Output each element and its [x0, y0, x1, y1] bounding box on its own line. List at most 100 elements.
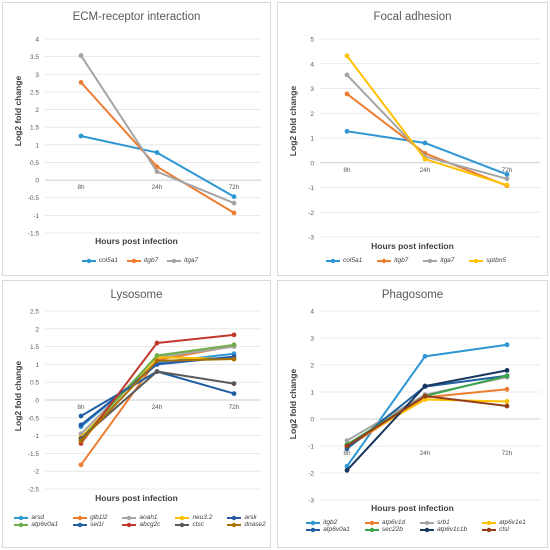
series-line-ctsl	[346, 395, 508, 447]
legend-item: arsd	[13, 514, 58, 521]
y-tick-label: 2	[35, 107, 39, 114]
data-point-col5a1	[422, 140, 428, 146]
data-point-sel1l	[78, 413, 84, 419]
legend-item: glb1l2	[72, 514, 107, 521]
legend-item: itga7	[166, 257, 198, 264]
data-point-abcg2c	[231, 332, 237, 338]
y-tick-label: 2	[35, 326, 39, 333]
y-tick-label: -1.5	[28, 451, 40, 458]
legend-label: atp6v0a1	[323, 526, 350, 533]
legend-label: col5a1	[98, 257, 118, 264]
data-point-arsk	[78, 422, 84, 428]
plot-svg: -3 -2 -1 0 1 2 3 4 5 8h 24h 72h	[308, 37, 540, 242]
x-tick-label: 72h	[229, 404, 240, 411]
y-tick-label: 5	[310, 37, 314, 44]
plot-svg: -2.5 -2 -1.5 -1 -0.5 0 0.5 1 1.5 2 2.5 8h 24h 72h	[28, 309, 261, 494]
data-point-itgb7	[344, 91, 350, 97]
x-tick-label: 8h	[77, 184, 85, 191]
legend-swatch-marker	[127, 515, 132, 520]
y-tick-label: 4	[310, 61, 314, 68]
y-tick-label: -1	[33, 213, 39, 220]
y-tick-label: 0	[310, 417, 314, 424]
legend-label: itgb2	[323, 519, 338, 526]
data-point-ctsl	[422, 393, 428, 399]
legend-swatch	[377, 258, 392, 263]
legend-swatch	[14, 515, 29, 520]
y-tick-label: -3	[308, 498, 314, 505]
data-point-glb1l2	[78, 462, 84, 468]
legend-swatch-marker	[310, 527, 316, 532]
y-tick-label: 3	[310, 336, 314, 343]
legend-swatch	[81, 258, 96, 263]
x-axis-label: Hours post infection	[95, 236, 178, 246]
data-point-atp6v1e1	[422, 397, 428, 402]
data-point-ctsc	[231, 381, 237, 387]
data-point-dnase2	[78, 438, 84, 444]
legend-label: col5a1	[343, 257, 363, 264]
y-tick-label: -0.5	[28, 415, 40, 422]
data-point-atp6v1e1	[504, 399, 510, 404]
legend-grid: col5a1 itgb7 itga7 sptbn5	[321, 257, 510, 264]
legend-swatch	[469, 258, 484, 263]
chart-panel-ecm: ECM-receptor interaction Log2 fold chang…	[2, 2, 271, 276]
legend-label: itga7	[184, 257, 199, 264]
legend-swatch-marker	[232, 522, 237, 527]
legend-item: arsk	[226, 514, 265, 521]
x-tick-label: 24h	[420, 450, 431, 457]
legend: col5a1 itgb7 itga7	[13, 257, 266, 264]
legend-label: sptbn5	[486, 257, 506, 264]
data-point-itga7	[231, 200, 237, 206]
data-point-itgb2	[504, 342, 510, 348]
data-point-col5a1	[504, 171, 510, 177]
legend-item: atp6v1c1b	[419, 526, 467, 533]
legend-swatch	[423, 258, 438, 263]
x-axis-label: Hours post infection	[371, 503, 454, 513]
legend-item: itgb7	[376, 257, 408, 264]
legend-item: sec22b	[364, 526, 405, 533]
data-point-atp6v1d	[504, 386, 510, 392]
x-tick-label: 72h	[502, 167, 513, 174]
data-point-ctsc	[154, 369, 160, 374]
legend-label: glb1l2	[90, 514, 108, 521]
legend-item: sel1l	[72, 521, 107, 528]
legend-swatch-marker	[127, 522, 132, 527]
legend-swatch-marker	[77, 515, 83, 520]
data-point-sptbn5	[504, 182, 510, 188]
y-tick-label: -2.5	[28, 487, 40, 494]
legend-item: itgb2	[305, 519, 350, 526]
legend-label: dnase2	[244, 521, 266, 528]
x-tick-label: 24h	[152, 184, 163, 191]
legend-swatch-marker	[486, 527, 492, 532]
chart-title: Lysosome	[110, 289, 163, 301]
legend-swatch	[364, 520, 379, 525]
legend-swatch-marker	[232, 515, 237, 520]
legend-item: ctsl	[481, 526, 526, 533]
legend-swatch	[482, 527, 497, 532]
data-point-sptbn5	[422, 156, 428, 162]
data-point-ctsl	[344, 443, 350, 449]
data-point-abcg2c	[154, 340, 160, 346]
legend-swatch-marker	[424, 520, 430, 525]
legend-item: col5a1	[81, 257, 118, 264]
legend-swatch	[122, 515, 137, 520]
legend-swatch	[482, 520, 497, 525]
legend-label: sel1l	[90, 521, 104, 528]
legend-label: arsd	[31, 514, 45, 521]
legend-label: itga7	[440, 257, 455, 264]
y-tick-label: -1.5	[28, 231, 40, 238]
y-tick-label: 1	[35, 142, 39, 149]
legend-item: ctsc	[174, 521, 212, 528]
y-tick-label: 3	[35, 72, 39, 79]
data-point-itga7	[78, 53, 84, 58]
x-tick-label: 8h	[77, 404, 85, 411]
data-point-atp6v0a1	[154, 353, 160, 358]
legend-item: atp6v1e1	[481, 519, 526, 526]
x-axis-label: Hours post infection	[95, 493, 178, 503]
legend-item: atp6v1d	[364, 519, 405, 526]
legend-label: itgb7	[394, 257, 409, 264]
data-point-itga7	[504, 176, 510, 182]
y-tick-label: -1	[308, 444, 314, 451]
data-point-srb1	[344, 438, 350, 443]
legend-label: aoah1	[139, 514, 158, 521]
legend-label: ctsl	[499, 526, 509, 533]
